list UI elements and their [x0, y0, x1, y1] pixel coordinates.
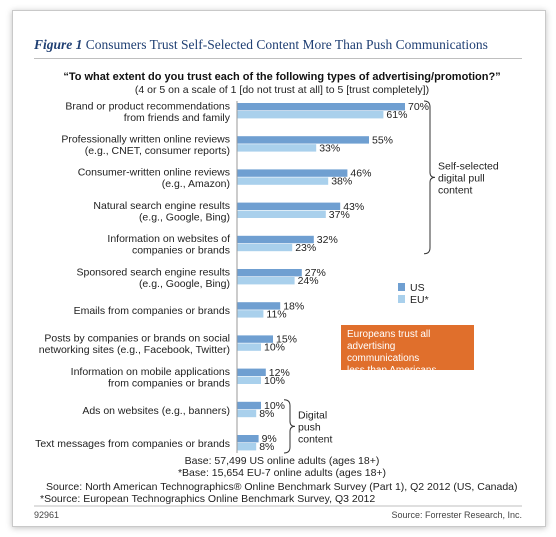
figure-title: Figure 1 Consumers Trust Self-Selected C… [34, 37, 534, 53]
data-label: 18% [283, 300, 304, 312]
bar-us [237, 335, 273, 343]
base-note-eu: *Base: 15,654 EU-7 online adults (ages 1… [178, 467, 386, 479]
data-label: 10% [264, 342, 285, 354]
bar-eu [237, 243, 293, 252]
bar-eu [237, 443, 257, 451]
bar-us [237, 235, 314, 244]
data-label: 46% [350, 168, 371, 180]
bar-us [237, 435, 259, 443]
data-label: 12% [269, 367, 290, 379]
bar-eu [237, 111, 384, 119]
source-note-eu: *Source: European Technographics Online … [40, 493, 375, 505]
bar-us [237, 103, 405, 111]
bar-eu [237, 144, 317, 152]
data-label: 23% [295, 242, 316, 254]
bar-eu [237, 343, 261, 351]
chart-subtitle: (4 or 5 on a scale of 1 [do not trust at… [135, 84, 429, 96]
data-label: 10% [264, 375, 285, 387]
data-label: 8% [259, 408, 274, 420]
group-brace [423, 100, 436, 255]
data-label: 43% [343, 201, 364, 213]
category-label: Posts by companies or brands on social [44, 333, 230, 345]
group-label: push [298, 421, 321, 433]
legend-swatch [398, 283, 405, 291]
title-rule [34, 58, 522, 59]
category-label: (e.g., CNET, consumer reports) [85, 145, 230, 157]
data-label: 61% [386, 109, 407, 121]
data-label: 15% [276, 334, 297, 346]
footer-id: 92961 [34, 510, 59, 520]
figure-title-text: Consumers Trust Self-Selected Content Mo… [85, 37, 488, 52]
group-label: content [438, 184, 473, 196]
footer-source: Source: Forrester Research, Inc. [391, 510, 522, 520]
bar-us [237, 136, 369, 144]
data-label: 38% [331, 176, 352, 188]
bar-us [237, 269, 302, 277]
bar-eu [237, 409, 257, 418]
legend-swatch [398, 295, 405, 303]
bars: 70%61%55%33%46%38%43%37%32%23%27%24%18%1… [236, 101, 429, 453]
group-label: content [298, 433, 333, 445]
category-label: from friends and family [124, 112, 231, 124]
legend-label: US [410, 282, 425, 294]
data-label: 27% [305, 267, 326, 279]
category-label: Text messages from companies or brands [35, 438, 230, 450]
bar-us [237, 202, 341, 210]
category-label: Consumer-written online reviews [78, 167, 230, 179]
data-label: 37% [329, 209, 350, 221]
bar-eu [237, 210, 326, 218]
source-note-us: Source: North American Technographics® O… [46, 481, 518, 493]
category-label: companies or brands [132, 245, 230, 257]
bar-us [237, 401, 261, 410]
category-label: Sponsored search engine results [76, 266, 230, 278]
category-label: Information on websites of [107, 233, 230, 245]
group-label: Self-selected [438, 160, 499, 172]
category-label: Ads on websites (e.g., banners) [82, 405, 230, 417]
bar-eu [237, 376, 261, 384]
data-label: 70% [408, 101, 429, 113]
group-brace [283, 399, 296, 454]
category-label: Emails from companies or brands [74, 305, 230, 317]
callout-box: Europeans trust all advertising communic… [341, 325, 474, 376]
chart-question: “To what extent do you trust each of the… [63, 71, 500, 83]
category-label: (e.g., Amazon) [162, 178, 230, 190]
figure-card [12, 10, 546, 527]
category-label: (e.g., Google, Bing) [139, 278, 230, 290]
bar-eu [237, 277, 295, 285]
category-label: Natural search engine results [93, 200, 230, 212]
category-label: (e.g., Google, Bing) [139, 211, 230, 223]
category-label: networking sites (e.g., Facebook, Twitte… [39, 344, 230, 356]
data-label: 9% [262, 433, 277, 445]
bar-us [237, 169, 348, 177]
data-label: 32% [317, 234, 338, 246]
data-label: 33% [319, 142, 340, 154]
data-label: 24% [298, 275, 319, 287]
group-label: digital pull [438, 172, 485, 184]
group-label: Digital [298, 409, 327, 421]
legend-label: EU* [410, 294, 429, 306]
bar-us [237, 302, 281, 310]
category-label: from companies or brands [108, 377, 230, 389]
category-label: Information on mobile applications [71, 366, 230, 378]
data-label: 10% [264, 400, 285, 412]
category-label: Professionally written online reviews [61, 133, 230, 145]
category-label: Brand or product recommendations [65, 100, 230, 112]
data-label: 8% [259, 441, 274, 453]
base-note-us: Base: 57,499 US online adults (ages 18+) [185, 455, 380, 467]
figure-label: Figure 1 [34, 37, 83, 52]
data-label: 11% [266, 308, 286, 320]
bar-eu [237, 310, 264, 318]
data-label: 55% [372, 134, 393, 146]
bar-eu [237, 177, 329, 185]
bar-us [237, 368, 266, 376]
